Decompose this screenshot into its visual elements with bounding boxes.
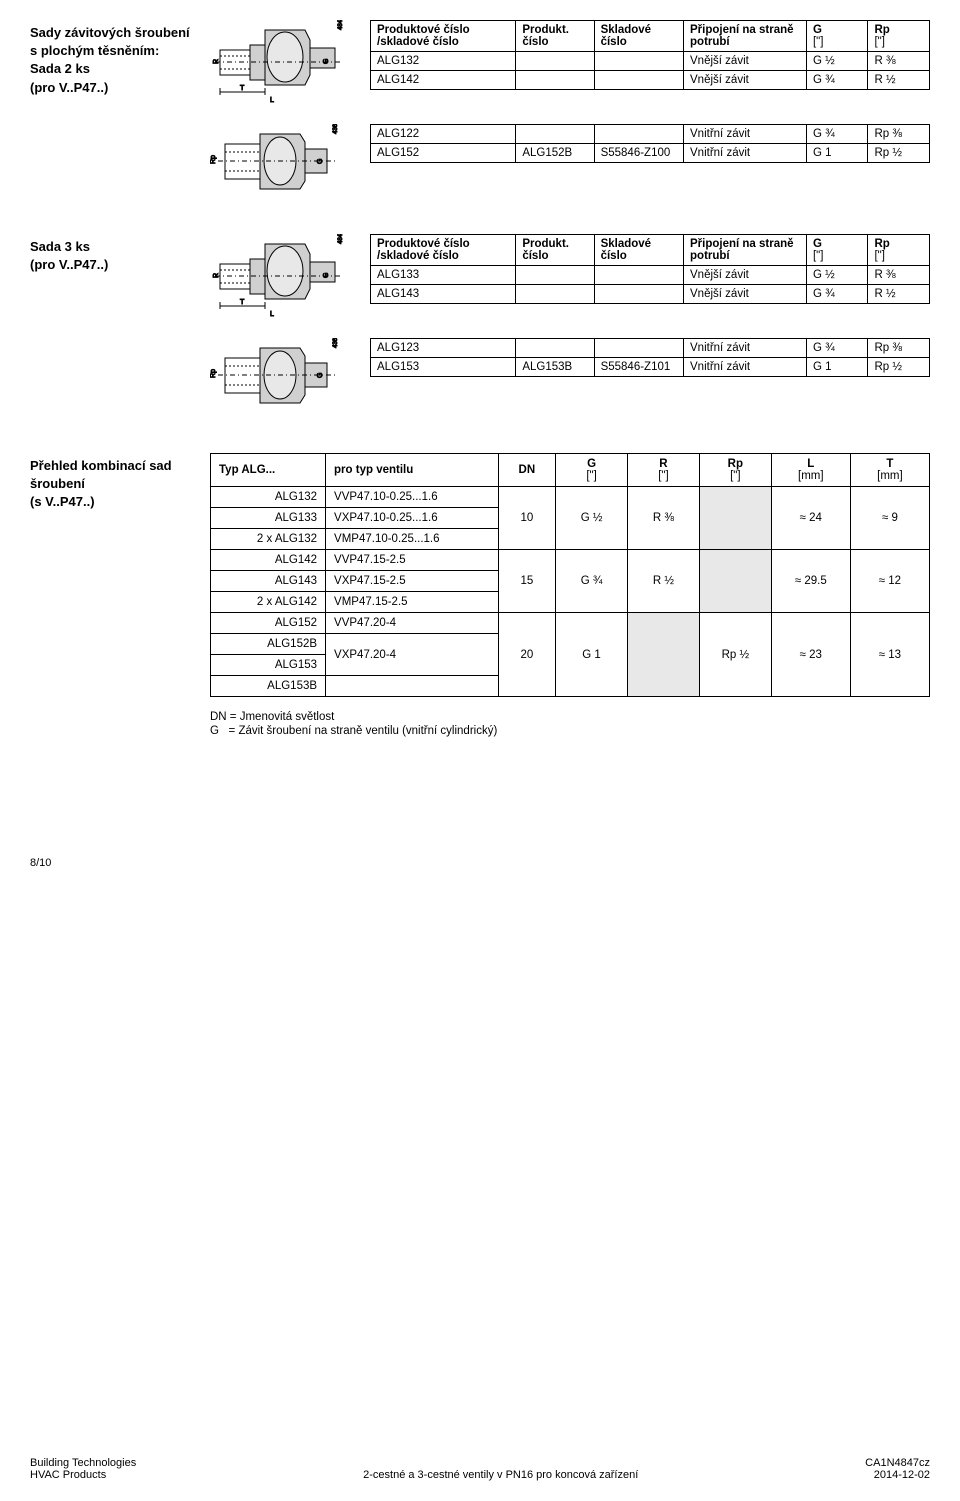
table-row: ALG132 Vnější závit G ½ R ⅜ bbox=[371, 52, 930, 71]
table-row: ALG152 VVP47.20-4 20 G 1 Rp ½ ≈ 23 ≈ 13 bbox=[211, 613, 930, 634]
table-row: ALG132 VVP47.10-0.25...1.6 10 G ½ R ⅜ ≈ … bbox=[211, 487, 930, 508]
table-row: ALG152 ALG152B S55846-Z100 Vnitřní závit… bbox=[371, 144, 930, 163]
th-g: G["] bbox=[806, 21, 867, 52]
svg-text:R: R bbox=[213, 273, 220, 278]
table-sada2-internal: ALG122 Vnitřní závit G ¾ Rp ⅜ ALG152 ALG… bbox=[370, 124, 930, 163]
table-row: ALG122 Vnitřní závit G ¾ Rp ⅜ bbox=[371, 125, 930, 144]
svg-text:T: T bbox=[240, 299, 245, 306]
fitting-diagram-internal: Rp G 4363M02 bbox=[210, 124, 360, 199]
section2-title: Sada 3 ks (pro V..P47..) bbox=[30, 234, 200, 274]
table-row: ALG133 Vnější závit G ½ R ⅜ bbox=[371, 266, 930, 285]
th-product: Produktové číslo /skladové číslo bbox=[371, 21, 516, 52]
footer-left: Building Technologies HVAC Products bbox=[30, 1457, 136, 1481]
table-sada2-external: Produktové číslo /skladové číslo Produkt… bbox=[370, 20, 930, 90]
fitting-diagram-external: R G T L 4847Z09 bbox=[210, 234, 360, 319]
combo-title: Přehled kombinací sad šroubení (s V..P47… bbox=[30, 453, 200, 697]
th-rp: Rp["] bbox=[868, 21, 930, 52]
section1-title: Sady závitových šroubení s plochým těsně… bbox=[30, 20, 200, 97]
svg-text:L: L bbox=[270, 311, 274, 318]
note-g: G = Závit šroubení na straně ventilu (vn… bbox=[210, 725, 930, 737]
table-header-row: Typ ALG... pro typ ventilu DN G["] R["] … bbox=[211, 454, 930, 487]
fitting-diagram-external: R G T L 4847Z09 bbox=[210, 20, 360, 105]
page-footer: Building Technologies HVAC Products 2-ce… bbox=[30, 1457, 930, 1481]
note-dn: DN = Jmenovitá světlost bbox=[210, 711, 930, 723]
svg-text:4847Z09: 4847Z09 bbox=[338, 20, 344, 30]
th-stock: Skladové číslo bbox=[594, 21, 683, 52]
table-sada3-external: Produktové číslo /skladové číslo Produkt… bbox=[370, 234, 930, 304]
table-row: ALG142 Vnější závit G ¾ R ½ bbox=[371, 71, 930, 90]
footer-center: 2-cestné a 3-cestné ventily v PN16 pro k… bbox=[363, 1469, 638, 1481]
table-row: ALG153 ALG153B S55846-Z101 Vnitřní závit… bbox=[371, 358, 930, 377]
table-row: ALG123 Vnitřní závit G ¾ Rp ⅜ bbox=[371, 339, 930, 358]
section-combinations: Přehled kombinací sad šroubení (s V..P47… bbox=[30, 453, 930, 697]
svg-text:G: G bbox=[323, 273, 330, 278]
svg-text:G: G bbox=[317, 373, 324, 378]
fitting-diagram-internal: Rp G 4363M02 bbox=[210, 338, 360, 413]
section1-internal: Rp G 4363M02 ALG122 Vnitřní závit G ¾ Rp… bbox=[30, 124, 930, 199]
svg-text:4847Z09: 4847Z09 bbox=[338, 234, 344, 244]
table-combinations: Typ ALG... pro typ ventilu DN G["] R["] … bbox=[210, 453, 930, 697]
section-sada2: Sady závitových šroubení s plochým těsně… bbox=[30, 20, 930, 105]
svg-text:G: G bbox=[323, 59, 330, 64]
page-number: 8/10 bbox=[30, 857, 930, 869]
table-row: ALG142 VVP47.15-2.5 15 G ¾ R ½ ≈ 29.5 ≈ … bbox=[211, 550, 930, 571]
svg-text:T: T bbox=[240, 85, 245, 92]
th-prod: Produkt. číslo bbox=[516, 21, 594, 52]
th-conn: Připojení na straně potrubí bbox=[684, 21, 807, 52]
svg-text:Rp: Rp bbox=[210, 155, 217, 164]
table-header-row: Produktové číslo /skladové číslo Produkt… bbox=[371, 235, 930, 266]
svg-text:4363M02: 4363M02 bbox=[333, 124, 339, 134]
svg-text:G: G bbox=[317, 159, 324, 164]
section-sada3: Sada 3 ks (pro V..P47..) R G T L 4847Z09 bbox=[30, 234, 930, 319]
svg-text:L: L bbox=[270, 97, 274, 104]
table-header-row: Produktové číslo /skladové číslo Produkt… bbox=[371, 21, 930, 52]
svg-text:4363M02: 4363M02 bbox=[333, 338, 339, 348]
footer-right: CA1N4847cz 2014-12-02 bbox=[865, 1457, 930, 1481]
svg-text:Rp: Rp bbox=[210, 369, 217, 378]
table-sada3-internal: ALG123 Vnitřní závit G ¾ Rp ⅜ ALG153 ALG… bbox=[370, 338, 930, 377]
legend-notes: DN = Jmenovitá světlost G = Závit šroube… bbox=[210, 711, 930, 737]
section2-internal: Rp G 4363M02 ALG123 Vnitřní závit G ¾ Rp… bbox=[30, 338, 930, 413]
svg-text:R: R bbox=[213, 59, 220, 64]
table-row: ALG143 Vnější závit G ¾ R ½ bbox=[371, 285, 930, 304]
